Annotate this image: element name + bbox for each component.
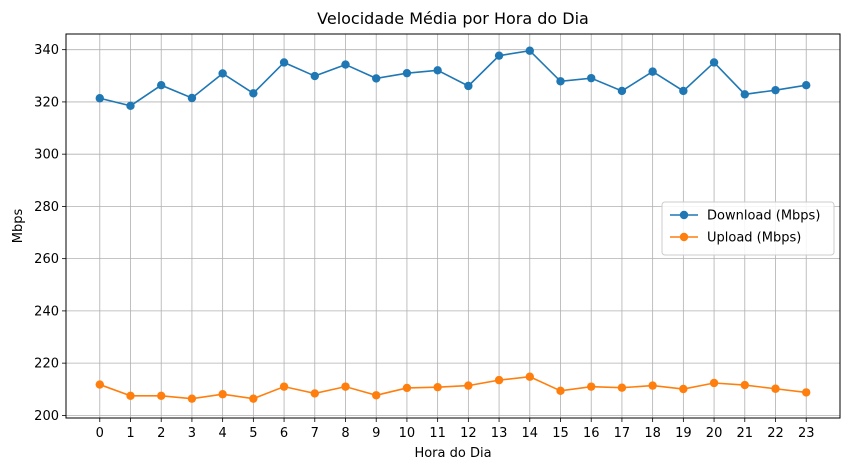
data-point [157,81,166,90]
legend-item: Download (Mbps) [670,209,820,224]
x-tick-label: 14 [522,426,539,441]
data-point [679,86,688,96]
data-point [494,51,504,60]
y-tick-label: 260 [34,252,59,267]
legend-label: Download (Mbps) [707,209,820,224]
series-download [95,46,811,111]
plot-frame [65,33,841,419]
data-point [341,382,350,391]
data-point [433,66,442,75]
data-point [556,386,565,396]
y-tick-label: 300 [34,148,59,163]
data-point [740,90,749,99]
data-point [587,382,596,391]
data-point [310,71,319,81]
data-point [802,388,811,397]
data-point [648,67,657,76]
legend-swatch-marker [679,232,689,242]
x-tick-label: 1 [126,426,134,441]
legend-item: Upload (Mbps) [670,231,801,246]
data-point [494,375,504,385]
x-tick-label: 8 [341,426,349,441]
data-point [187,93,197,103]
series-line [99,375,807,400]
x-tick-label: 17 [614,426,631,441]
series-line [99,49,807,107]
y-tick-label: 200 [34,409,59,424]
chart-title: Velocidade Média por Hora do Dia [317,9,589,28]
data-point [802,81,811,90]
data-point [279,382,289,391]
data-point [525,372,534,381]
data-point [157,391,166,400]
ticks: 0 1 2 3 4 5 6 7 8 9 10 11 12 13 14 15 16 17 18 19 20 21 22 2320… [34,43,814,441]
data-point [402,68,412,78]
y-tick-label: 240 [34,304,59,319]
data-point [402,383,412,393]
y-tick-label: 340 [34,43,59,58]
data-point [464,81,473,91]
data-point [771,85,780,95]
data-point [218,69,227,78]
legend-box [661,201,835,256]
data-point [341,60,350,69]
y-tick-label: 220 [34,357,59,372]
data-point [187,394,197,403]
data-point [372,74,381,83]
x-tick-label: 6 [280,426,288,441]
x-tick-label: 0 [96,426,104,441]
x-tick-label: 21 [737,426,754,441]
x-tick-label: 20 [706,426,723,441]
series-layer [95,46,811,403]
data-point [95,380,104,389]
data-point [648,381,657,390]
data-point [433,382,442,392]
data-point [126,391,135,400]
data-point [617,383,627,392]
x-tick-label: 15 [552,426,569,441]
data-point [249,89,258,98]
data-point [556,77,565,86]
y-axis-label: Mbps [11,209,26,244]
x-tick-label: 9 [372,426,380,441]
x-tick-label: 16 [583,426,600,441]
data-point [372,391,381,400]
y-tick-label: 280 [34,200,59,215]
data-point [617,86,627,96]
x-tick-label: 13 [491,426,508,441]
x-tick-label: 12 [460,426,477,441]
legend-label: Upload (Mbps) [707,231,801,246]
data-point [525,46,534,55]
x-tick-label: 18 [644,426,661,441]
legend: Download (Mbps) Upload (Mbps) [661,201,835,256]
data-point [310,389,319,398]
x-tick-label: 10 [399,426,416,441]
data-point [709,378,719,388]
data-point [771,384,780,393]
data-point [218,390,227,399]
x-tick-label: 22 [767,426,784,441]
series-upload [95,372,811,403]
x-tick-label: 5 [249,426,257,441]
data-point [249,394,258,403]
data-point [95,94,104,103]
data-point [126,101,135,111]
data-point [679,384,688,394]
x-tick-label: 23 [798,426,815,441]
data-point [279,58,289,67]
x-tick-label: 11 [429,426,446,441]
x-axis-label: Hora do Dia [414,446,491,461]
x-tick-label: 4 [219,426,227,441]
x-tick-label: 3 [188,426,196,441]
data-point [740,380,749,390]
x-tick-label: 19 [675,426,692,441]
data-point [464,381,473,390]
data-point [709,58,719,67]
data-point [587,73,596,83]
legend-swatch-marker [679,210,689,220]
y-tick-label: 320 [34,95,59,110]
x-tick-label: 2 [157,426,165,441]
x-tick-label: 7 [311,426,319,441]
